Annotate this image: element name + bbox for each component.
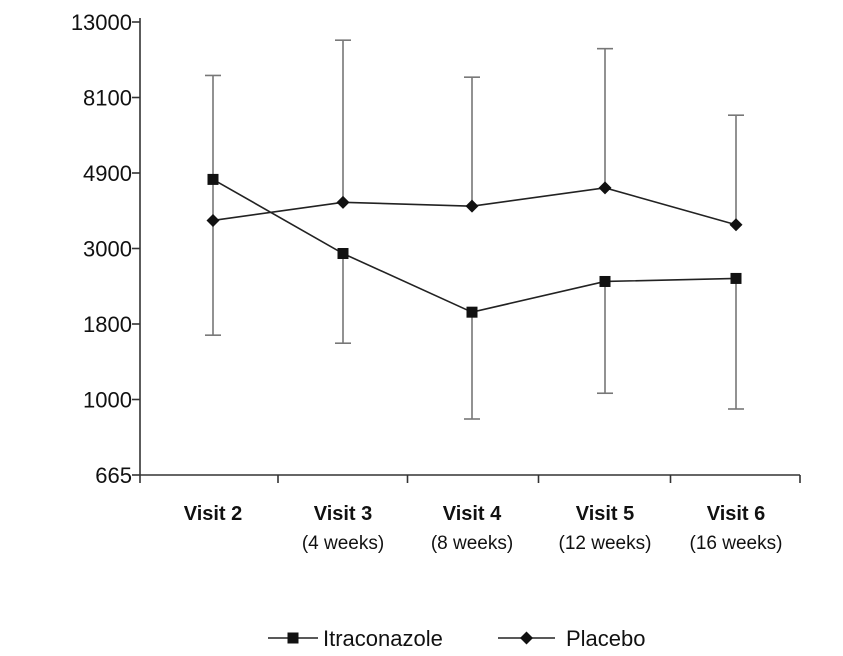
- y-tick-label: 13000: [71, 10, 132, 35]
- series-markers: [206, 173, 743, 318]
- x-axis-ticks: Visit 2 Visit 3 (4 weeks) Visit 4 (8 weeks) V…: [139, 475, 801, 554]
- data-point-itraconazole: [207, 173, 219, 185]
- data-point-itraconazole: [337, 248, 349, 260]
- y-tick-label: 3000: [83, 237, 132, 262]
- legend-label-itraconazole: Itraconazole: [323, 626, 443, 651]
- y-tick-label: 8100: [83, 86, 132, 111]
- data-point-placebo: [336, 195, 350, 209]
- x-tick-sublabel: (12 weeks): [559, 533, 652, 554]
- legend-label-placebo: Placebo: [566, 626, 646, 651]
- y-tick-label: 1000: [83, 388, 132, 413]
- series-lines: [212, 178, 737, 314]
- data-point-placebo: [206, 213, 220, 227]
- data-point-placebo: [465, 199, 479, 213]
- error-bars: [205, 39, 744, 420]
- x-tick-label: Visit 4: [443, 503, 502, 525]
- data-point-placebo: [729, 218, 743, 232]
- data-point-placebo: [598, 181, 612, 195]
- data-point-itraconazole: [466, 306, 478, 318]
- x-tick-sublabel: (16 weeks): [690, 533, 783, 554]
- data-point-itraconazole: [599, 275, 611, 287]
- x-tick-label: Visit 6: [707, 503, 766, 525]
- x-tick-label: Visit 2: [184, 503, 243, 525]
- legend-marker-itraconazole: [287, 632, 299, 644]
- legend: Itraconazole Placebo: [268, 626, 646, 651]
- y-axis-ticks: 665 1000 1800 3000 4900 8100 13000: [71, 10, 140, 488]
- x-tick-sublabel: (8 weeks): [431, 533, 513, 554]
- x-tick-label: Visit 3: [314, 503, 373, 525]
- y-tick-label: 4900: [83, 161, 132, 186]
- y-tick-label: 665: [95, 463, 132, 488]
- series-line-itraconazole: [212, 178, 737, 314]
- axes: [139, 18, 800, 476]
- x-tick-label: Visit 5: [576, 503, 635, 525]
- data-point-itraconazole: [730, 272, 742, 284]
- legend-marker-placebo: [520, 631, 533, 645]
- x-tick-sublabel: (4 weeks): [302, 533, 384, 554]
- y-tick-label: 1800: [83, 312, 132, 337]
